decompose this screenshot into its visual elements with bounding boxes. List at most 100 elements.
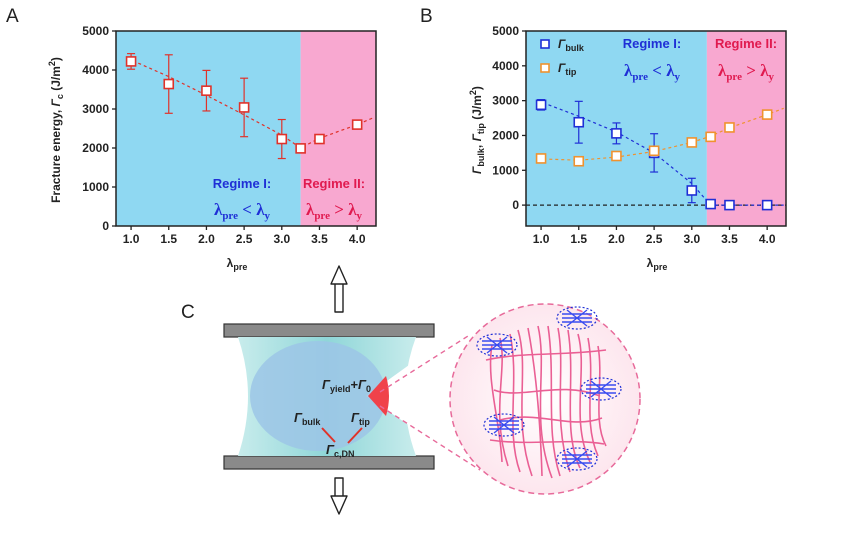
network-cluster-3 <box>580 377 622 401</box>
panel-a-regime1-formula: λpre < λy <box>214 200 271 222</box>
data-point <box>295 143 306 154</box>
panel-a-xlabel: λpre <box>227 256 248 272</box>
x-tick-label: 2.5 <box>646 232 663 246</box>
connector-tip-line <box>347 427 363 444</box>
panel-a-label: A <box>6 6 19 27</box>
panel-b-label: B <box>420 6 433 27</box>
top-grip-plate <box>223 323 435 338</box>
panel-a-series-points <box>125 53 363 160</box>
panel-a-ylabel: Fracture energy, Γc (J/m2) <box>47 57 65 203</box>
crack-tip-process-zone <box>368 376 389 416</box>
panel-a-frame <box>115 30 377 227</box>
x-tick-label: 4.0 <box>759 232 776 246</box>
data-point <box>686 185 698 196</box>
x-tick-label: 1.5 <box>570 232 587 246</box>
x-tick-label: 1.5 <box>160 232 177 246</box>
panel-a-regime2-region <box>300 31 376 226</box>
panel-b-regime2-region <box>706 31 786 226</box>
legend-bulk-label: Γbulk <box>558 37 585 53</box>
data-point <box>761 199 773 211</box>
data-point <box>648 145 660 157</box>
x-tick-label: 2.0 <box>198 232 215 246</box>
x-tick-label: 1.0 <box>123 232 140 246</box>
data-point <box>705 198 716 210</box>
x-tick-label: 1.0 <box>533 232 550 246</box>
data-point <box>351 119 363 130</box>
bottom-grip-plate <box>223 455 435 470</box>
data-point <box>573 155 585 167</box>
x-tick-label: 3.5 <box>311 232 328 246</box>
panel-a-y-axis: 0 1000 2000 3000 4000 5000 <box>82 24 116 233</box>
y-tick-label: 2000 <box>492 128 519 142</box>
panel-a-regime1-title: Regime I: <box>213 176 272 191</box>
data-point <box>163 78 175 90</box>
y-tick-label: 5000 <box>82 24 109 38</box>
panel-b-x-axis: 1.0 1.5 2.0 2.5 3.0 3.5 4.0 <box>533 226 776 246</box>
y-tick-label: 3000 <box>82 102 109 116</box>
y-tick-label: 0 <box>512 198 519 212</box>
panel-c-schematic: C Γyield+Γ0 Γbulk Γtip Γc,DN <box>181 265 641 515</box>
panel-a-regime2-formula: λpre > λy <box>306 200 363 222</box>
network-cluster-1 <box>476 333 518 357</box>
data-point <box>724 199 735 211</box>
panel-b-xlabel: λpre <box>647 256 668 272</box>
x-tick-label: 4.0 <box>349 232 366 246</box>
data-point <box>314 133 325 145</box>
panel-b-frame <box>525 30 787 227</box>
x-tick-label: 2.5 <box>236 232 253 246</box>
x-tick-label: 3.5 <box>721 232 738 246</box>
data-point <box>276 133 288 145</box>
legend-tip-label: Γtip <box>558 61 577 77</box>
label-gamma-bulk: Γbulk <box>294 410 321 427</box>
data-point <box>535 153 547 164</box>
panel-b-chart: B 0 1000 2000 3000 4000 5000 1.0 1.5 2.0 2.5 3.0 3… <box>420 6 787 272</box>
panel-b-regime1-formula: λpre < λy <box>624 61 681 83</box>
data-point <box>611 128 622 139</box>
label-gamma-tip: Γtip <box>351 410 370 427</box>
panel-b-series-points <box>535 98 773 211</box>
legend-bulk-marker <box>540 39 550 49</box>
panel-a-regime1-region <box>116 31 301 226</box>
panel-b-legend: Γbulk Γtip <box>540 37 585 77</box>
data-point <box>705 131 716 143</box>
tension-down-arrow-icon <box>330 477 348 515</box>
y-tick-label: 4000 <box>82 63 109 77</box>
data-point <box>761 109 773 120</box>
panel-c-label: C <box>181 302 195 323</box>
data-point <box>686 137 698 148</box>
x-tick-label: 3.0 <box>683 232 700 246</box>
panel-a-regime2-title: Regime II: <box>303 176 365 191</box>
zoom-circle <box>449 303 641 495</box>
data-point <box>573 116 585 128</box>
y-tick-label: 5000 <box>492 24 519 38</box>
y-tick-label: 2000 <box>82 141 109 155</box>
connector-bulk-line <box>321 427 336 443</box>
data-point <box>125 56 137 67</box>
label-gamma-yield-plus-gamma0: Γyield+Γ0 <box>322 377 371 394</box>
y-tick-label: 3000 <box>492 94 519 108</box>
bulk-dissipation-zone <box>250 341 386 451</box>
panel-a-chart: A 0 1000 2000 3000 4000 5000 1.0 1.5 2.0 2.5 3.0 3… <box>6 6 377 272</box>
panel-b-ylabel: Γbulk, Γtip (J/m2) <box>468 86 486 174</box>
data-point <box>535 99 547 111</box>
network-cluster-5 <box>556 447 598 471</box>
data-point <box>611 150 622 162</box>
y-tick-label: 4000 <box>492 59 519 73</box>
data-point <box>724 122 735 133</box>
data-point <box>238 102 250 113</box>
tension-up-arrow-icon <box>330 265 348 313</box>
network-cluster-2 <box>556 306 598 330</box>
panel-b-regime2-formula: λpre > λy <box>718 61 775 83</box>
data-point <box>201 85 212 96</box>
y-tick-label: 1000 <box>82 180 109 194</box>
x-tick-label: 2.0 <box>608 232 625 246</box>
y-tick-label: 1000 <box>492 163 519 177</box>
legend-tip-marker <box>540 63 550 73</box>
panel-b-regime1-title: Regime I: <box>623 36 682 51</box>
network-cluster-4 <box>483 413 525 437</box>
panel-a-x-axis: 1.0 1.5 2.0 2.5 3.0 3.5 4.0 <box>123 226 366 246</box>
label-gamma-cdn: Γc,DN <box>326 442 354 459</box>
x-tick-label: 3.0 <box>273 232 290 246</box>
panel-b-regime2-title: Regime II: <box>715 36 777 51</box>
